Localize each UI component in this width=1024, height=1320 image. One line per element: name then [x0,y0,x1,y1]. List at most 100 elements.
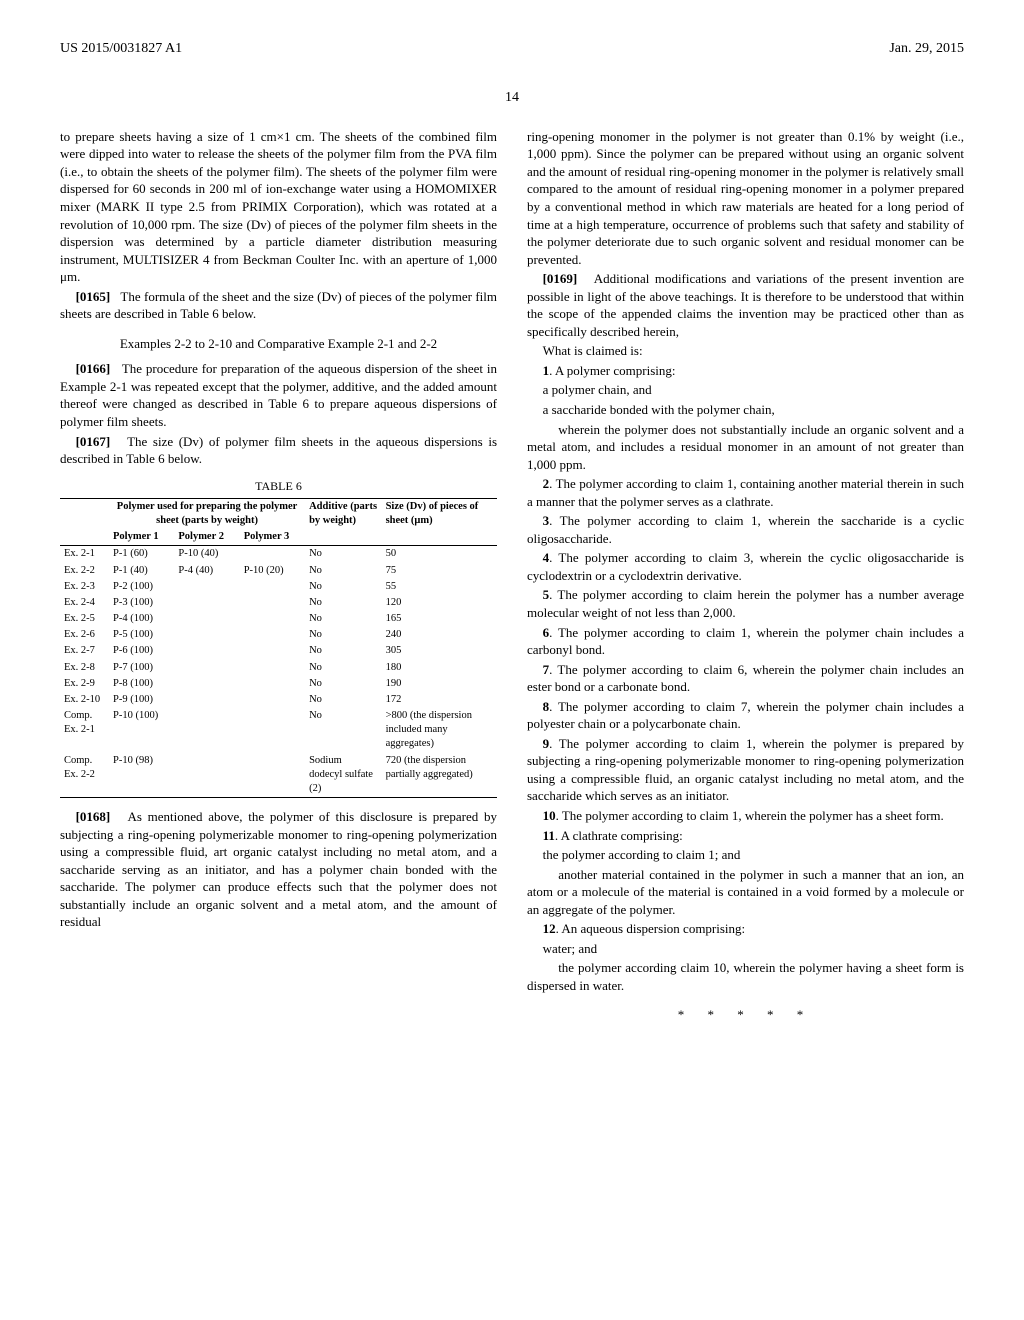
right-column: ring-opening monomer in the polymer is n… [527,128,964,1024]
table-cell [240,643,305,659]
claim-line: a saccharide bonded with the polymer cha… [527,401,964,419]
table-cell [174,627,239,643]
claim: 4. The polymer according to claim 3, whe… [527,549,964,584]
table-cell: 190 [382,676,497,692]
table-cell: No [305,611,381,627]
claim: 3. The polymer according to claim 1, whe… [527,512,964,547]
table-cell: P-1 (40) [109,563,174,579]
table-cell: Ex. 2-1 [60,546,109,563]
table-cell: Comp. Ex. 2-1 [60,708,109,753]
claim-line: the polymer according to claim 1; and [527,846,964,864]
para-text: The size (Dv) of polymer film sheets in … [60,434,497,467]
table-cell [240,708,305,753]
claim-number: 10 [543,808,556,823]
what-is-claimed: What is claimed is: [527,342,964,360]
table-cell: 55 [382,579,497,595]
table-cell: P-9 (100) [109,692,174,708]
table-cell: P-10 (100) [109,708,174,753]
claim: 10. The polymer according to claim 1, wh… [527,807,964,825]
table-cell [174,708,239,753]
para-text: Additional modifications and variations … [527,271,964,339]
claim: 9. The polymer according to claim 1, whe… [527,735,964,805]
paragraph: to prepare sheets having a size of 1 cm×… [60,128,497,286]
table-cell: P-4 (40) [174,563,239,579]
claim-text: . The polymer according to claim 1, wher… [556,808,944,823]
table-6: Polymer used for preparing the polymer s… [60,498,497,798]
claim: 5. The polymer according to claim herein… [527,586,964,621]
para-number: [0166] [76,361,111,376]
end-stars: * * * * * [527,1006,964,1024]
left-column: to prepare sheets having a size of 1 cm×… [60,128,497,1024]
claim-text: . The polymer according to claim 6, wher… [527,662,964,695]
table-cell: P-10 (20) [240,563,305,579]
claim-text: . The polymer according to claim 3, wher… [527,550,964,583]
claim-text: . A polymer comprising: [549,363,675,378]
table-row: Ex. 2-8P-7 (100)No180 [60,660,497,676]
table-cell: P-8 (100) [109,676,174,692]
table-cell [174,660,239,676]
para-number: [0167] [76,434,111,449]
table-cell: 120 [382,595,497,611]
table-row: Ex. 2-9P-8 (100)No190 [60,676,497,692]
table-cell: Ex. 2-6 [60,627,109,643]
para-number: [0169] [543,271,578,286]
table-row: Ex. 2-6P-5 (100)No240 [60,627,497,643]
table-cell: Comp. Ex. 2-2 [60,753,109,798]
claim: 7. The polymer according to claim 6, whe… [527,661,964,696]
table-cell: >800 (the dispersion included many aggre… [382,708,497,753]
claims-section: 1. A polymer comprising:a polymer chain,… [527,362,964,995]
table-cell [174,611,239,627]
table-row: Ex. 2-7P-6 (100)No305 [60,643,497,659]
table-cell: P-2 (100) [109,579,174,595]
claim-text: . The polymer according to claim 7, wher… [527,699,964,732]
table-cell: P-7 (100) [109,660,174,676]
table-cell: 240 [382,627,497,643]
table-cell: P-1 (60) [109,546,174,563]
table-row: Ex. 2-2P-1 (40)P-4 (40)P-10 (20)No75 [60,563,497,579]
claim-text: . The polymer according to claim 1, wher… [527,625,964,658]
table-caption: TABLE 6 [60,478,497,494]
claim-line: a polymer chain, and [527,381,964,399]
para-text: The formula of the sheet and the size (D… [60,289,497,322]
table-cell: 50 [382,546,497,563]
page-number: 14 [60,89,964,108]
table-cell [174,753,239,798]
table-cell: Ex. 2-3 [60,579,109,595]
table-subheader: Polymer 1 [109,529,174,546]
table-cell: No [305,546,381,563]
table-cell: 720 (the dispersion partially aggregated… [382,753,497,798]
para-text: As mentioned above, the polymer of this … [60,809,497,929]
paragraph: [0168] As mentioned above, the polymer o… [60,808,497,931]
table-cell: Ex. 2-8 [60,660,109,676]
claim: 8. The polymer according to claim 7, whe… [527,698,964,733]
two-column-layout: to prepare sheets having a size of 1 cm×… [60,128,964,1024]
table-cell: No [305,563,381,579]
table-group-header: Polymer used for preparing the polymer s… [109,498,305,529]
table-cell: Ex. 2-2 [60,563,109,579]
paragraph: [0167] The size (Dv) of polymer film she… [60,433,497,468]
table-cell: Ex. 2-7 [60,643,109,659]
table-cell: P-5 (100) [109,627,174,643]
table-cell [174,676,239,692]
table-cell [240,692,305,708]
table-cell: P-10 (98) [109,753,174,798]
claim-text: . The polymer according to claim herein … [527,587,964,620]
table-row: Ex. 2-4P-3 (100)No120 [60,595,497,611]
paragraph: ring-opening monomer in the polymer is n… [527,128,964,268]
table-cell [174,692,239,708]
table-cell: P-4 (100) [109,611,174,627]
table-cell [240,676,305,692]
claim-text: . An aqueous dispersion comprising: [556,921,746,936]
page-header: US 2015/0031827 A1 Jan. 29, 2015 [60,40,964,59]
table-cell: Sodium dodecyl sulfate (2) [305,753,381,798]
table-cell: 180 [382,660,497,676]
table-col-header: Additive (parts by weight) [305,498,381,529]
table-cell [174,579,239,595]
table-subheader: Polymer 3 [240,529,305,546]
table-cell: 165 [382,611,497,627]
table-row: Ex. 2-3P-2 (100)No55 [60,579,497,595]
claim-line: water; and [527,940,964,958]
table-cell: 75 [382,563,497,579]
table-cell: 305 [382,643,497,659]
table-cell [174,595,239,611]
